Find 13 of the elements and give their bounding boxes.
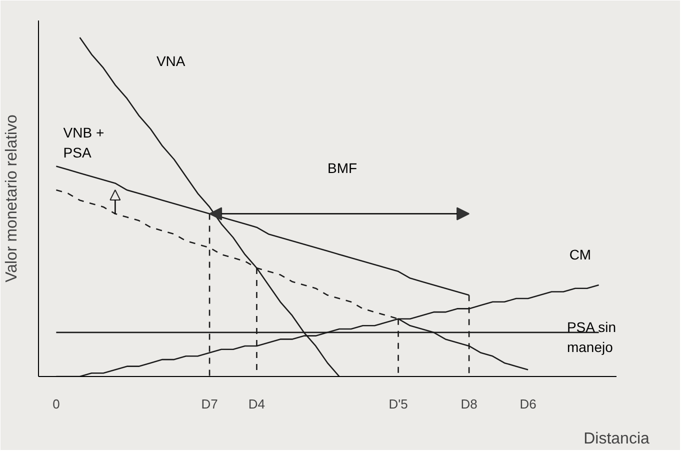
annotation: VNB + PSA xyxy=(63,124,104,161)
annotation: VNA xyxy=(156,53,186,70)
x-tick-label: D7 xyxy=(201,396,218,412)
x-tick-label: D'5 xyxy=(388,396,408,412)
y-axis-title: Valor monetario relativo xyxy=(4,114,20,282)
x-tick-label: D4 xyxy=(248,396,266,412)
annotation: CM xyxy=(569,246,592,262)
x-tick-label: 0 xyxy=(52,396,60,412)
x-tick-label: D8 xyxy=(460,396,478,412)
annotation: PSA sin manejo xyxy=(566,318,616,355)
x-axis-title: Distancia xyxy=(584,430,650,448)
x-tick-label: D6 xyxy=(520,396,536,412)
annotation: BMF xyxy=(328,160,358,176)
